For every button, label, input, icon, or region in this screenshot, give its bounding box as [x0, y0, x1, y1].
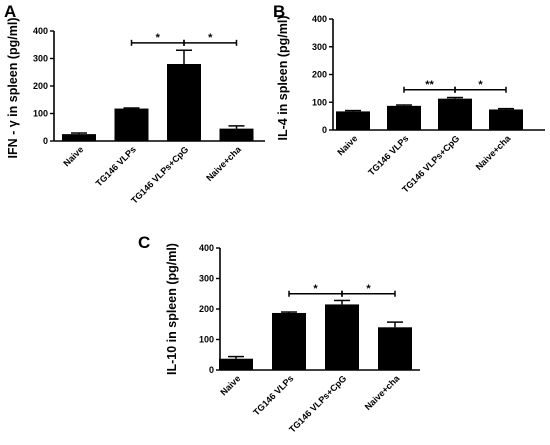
category-label: Naive+cha [363, 373, 402, 412]
category-label: TG146 VLPs+CpG [400, 133, 461, 194]
panel-b: B IL-4 in spleen (pg/ml) 0100200300400Na… [273, 2, 545, 195]
significance-label: * [478, 79, 483, 91]
category-label: Naive [61, 144, 85, 168]
panel-c-ylabel: IL-10 in spleen (pg/ml) [165, 243, 179, 375]
panel-c-letter: C [138, 233, 150, 252]
y-tick-label: 100 [312, 97, 327, 107]
bar [378, 327, 412, 370]
bar [167, 64, 201, 141]
y-tick-label: 0 [43, 136, 48, 146]
y-tick-label: 400 [199, 243, 214, 253]
bar [219, 359, 253, 370]
category-label: TG146 VLPs+CpG [129, 144, 190, 205]
category-label: TG146 VLPs [366, 133, 410, 177]
y-tick-label: 200 [33, 81, 48, 91]
y-tick-label: 400 [312, 14, 327, 24]
panel-a: A IFN - γ in spleen (pg/ml) 010020030040… [4, 2, 265, 206]
y-tick-label: 100 [33, 109, 48, 119]
bar [336, 111, 370, 130]
panel-c: C IL-10 in spleen (pg/ml) 0 100 200 300 400 N… [138, 233, 420, 435]
significance-label: ** [425, 79, 434, 91]
y-tick-label: 200 [199, 304, 214, 314]
significance-label: * [313, 283, 318, 295]
significance-label: * [208, 32, 213, 44]
category-label: Naive [218, 373, 242, 397]
y-tick-label: 300 [312, 42, 327, 52]
significance-label: * [156, 32, 161, 44]
y-tick-label: 0 [209, 365, 214, 375]
bar [489, 109, 523, 130]
bar [115, 109, 149, 141]
category-label: TG146 VLPs [94, 144, 138, 188]
panel-b-ylabel: IL-4 in spleen (pg/ml) [276, 15, 290, 140]
significance-label: * [366, 283, 371, 295]
y-tick-label: 300 [33, 54, 48, 64]
category-label: Naive+cha [474, 133, 513, 172]
category-label: Naive+cha [204, 144, 243, 183]
category-label: TG146 VLPs [251, 373, 295, 417]
category-label: TG146 VLPs+CpG [287, 373, 348, 434]
bar [62, 134, 96, 141]
category-label: Naive [335, 133, 359, 157]
bar [438, 99, 472, 130]
panel-a-ylabel: IFN - γ in spleen (pg/ml) [6, 18, 20, 159]
y-tick-label: 0 [322, 125, 327, 135]
y-tick-label: 200 [312, 70, 327, 80]
bar [220, 129, 254, 141]
y-tick-label: 300 [199, 274, 214, 284]
bar [272, 313, 306, 370]
y-tick-label: 100 [199, 335, 214, 345]
y-tick-label: 400 [33, 26, 48, 36]
bar [387, 106, 421, 130]
bar [325, 304, 359, 370]
